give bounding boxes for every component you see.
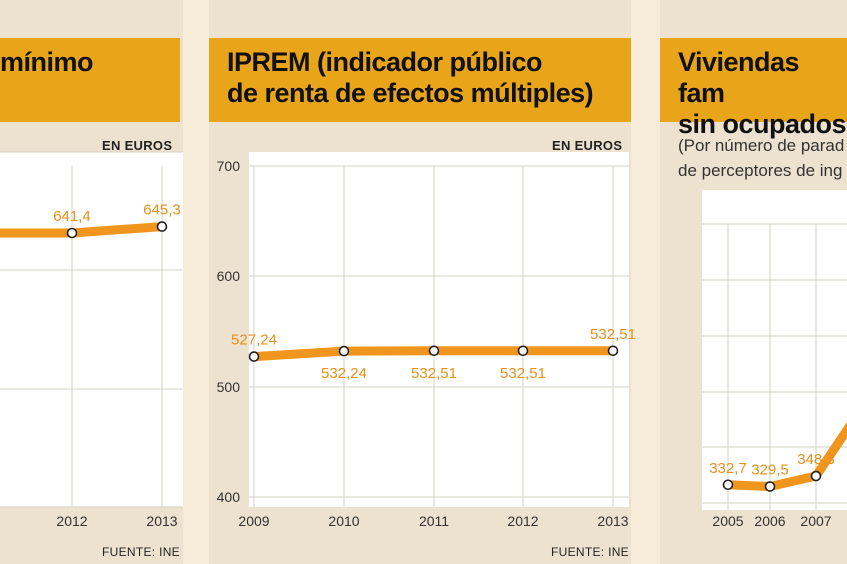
unit-label: EN EUROS [552,138,623,153]
chart-subtitle: (Por número de parad de perceptores de i… [678,133,844,183]
data-label: 332,7 [709,460,747,477]
chart-title-line: sin ocupados [678,109,847,139]
data-label: 645,3 [143,202,181,219]
plot-area [249,152,629,507]
data-point [722,479,734,491]
unit-label: EN EUROS [102,138,173,153]
chart-subtitle-line: (Por número de parad [678,136,845,155]
chart-title-line: mínimo [0,47,94,77]
data-label: 532,24 [321,365,367,382]
data-point [66,227,78,239]
y-tick-label: 700 [674,272,698,288]
data-label: 532,51 [590,326,636,343]
data-point [248,351,260,362]
data-point [607,345,619,357]
x-tick-label: 2010 [328,513,359,529]
plot-area [0,152,183,507]
source-label: FUENTE: INE [102,545,180,559]
chart-title-line: de renta de efectos múltiples) [227,78,594,108]
x-tick-label: 2007 [800,513,831,529]
chart-subtitle-line: de perceptores de ing [678,161,843,180]
chart-title: Viviendas fam sin ocupados [660,38,847,139]
y-tick-label: 700 [217,158,241,174]
series-line [723,421,847,492]
y-tick-label: 800 [674,216,698,232]
x-tick-label: 2006 [754,513,785,529]
y-tick-label: 600 [217,268,241,284]
data-point [428,345,440,357]
plot-area [702,190,847,510]
data-label: 532,51 [411,365,457,382]
y-tick-label: 400 [674,439,698,455]
x-tick-label: 2012 [507,513,538,529]
data-point [810,470,822,482]
y-tick-label: 600 [674,328,698,344]
chart-2: 8007006005004003002005200620072332,7329,… [674,216,847,529]
x-tick-label: 2005 [712,513,743,529]
data-label: 348,3 [797,451,835,468]
y-tick-label: 500 [674,384,698,400]
chart-title-line: Viviendas fam [678,47,800,108]
x-tick-label: 2012 [56,513,87,529]
x-tick-label: 2013 [146,513,177,529]
x-tick-label: 2013 [597,513,628,529]
y-tick-label: 400 [217,489,241,505]
chart-title: mínimo [0,38,180,122]
data-point [338,345,350,357]
series-line [0,222,167,238]
x-tick-label: 2009 [238,513,269,529]
data-point [517,345,529,357]
source-label: FUENTE: INE [551,545,629,559]
y-tick-label: 300 [674,495,698,511]
y-tick-label: 500 [217,379,241,395]
data-label: 329,5 [751,462,789,479]
data-label: 641,4 [53,208,91,225]
chart-panel-iprem: IPREM (indicador público de renta de efe… [209,0,631,564]
data-label: 527,24 [231,332,277,349]
chart-title-line: IPREM (indicador público [227,47,543,77]
data-label: 532,51 [500,365,546,382]
data-point [156,221,168,232]
data-point [764,481,776,492]
chart-panel-salario-minimo: mínimo EN EUROS FUENTE: INE [0,0,183,564]
chart-1: 700 600 500 400 2009 2010 2011 2012 2013 527,24 53… [217,158,636,529]
chart-title: IPREM (indicador público de renta de efe… [209,38,631,122]
x-tick-label: 2011 [419,513,449,529]
